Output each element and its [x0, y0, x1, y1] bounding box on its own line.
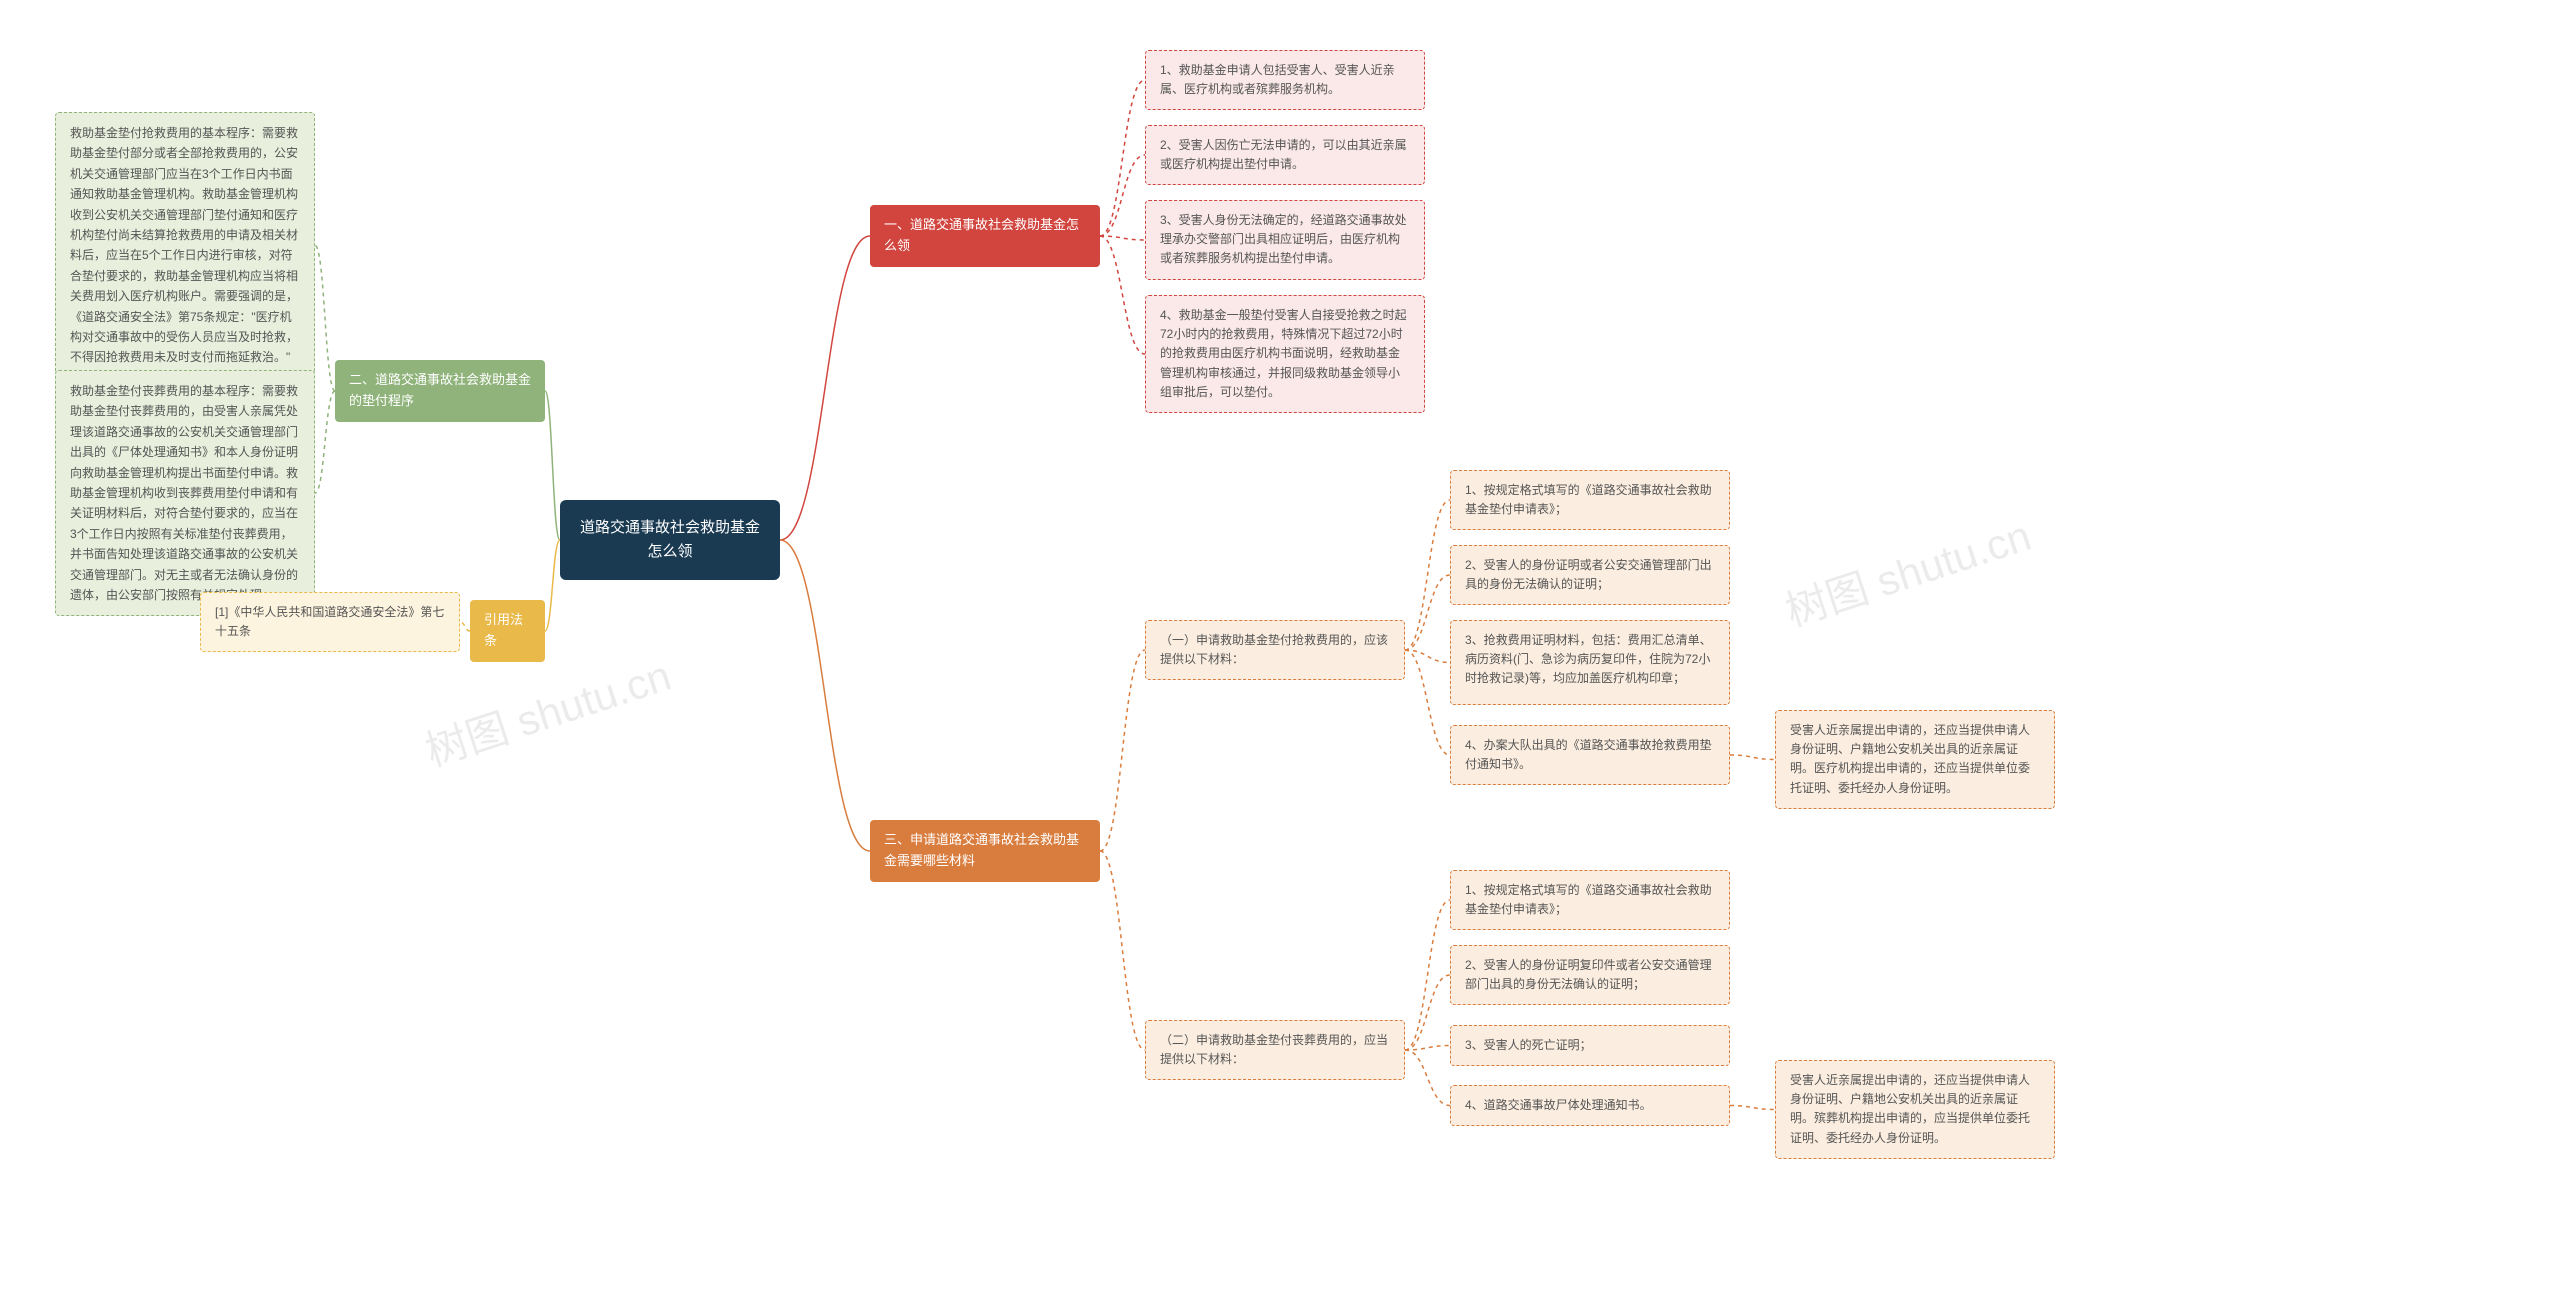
- section-3-a-item-2: 2、受害人的身份证明或者公安交通管理部门出具的身份无法确认的证明；: [1450, 545, 1730, 605]
- section-1-item-1: 1、救助基金申请人包括受害人、受害人近亲属、医疗机构或者殡葬服务机构。: [1145, 50, 1425, 110]
- watermark: 树图 shutu.cn: [1777, 502, 2038, 639]
- root-node: 道路交通事故社会救助基金怎么领: [560, 500, 780, 580]
- section-2-item-2: 救助基金垫付丧葬费用的基本程序：需要救助基金垫付丧葬费用的，由受害人亲属凭处理该…: [55, 370, 315, 616]
- section-3-a-item-3: 3、抢救费用证明材料，包括：费用汇总清单、病历资料(门、急诊为病历复印件，住院为…: [1450, 620, 1730, 705]
- section-2-item-1: 救助基金垫付抢救费用的基本程序：需要救助基金垫付部分或者全部抢救费用的，公安机关…: [55, 112, 315, 379]
- section-3-b-item-4-extra: 受害人近亲属提出申请的，还应当提供申请人身份证明、户籍地公安机关出具的近亲属证明…: [1775, 1060, 2055, 1159]
- section-2-title: 二、道路交通事故社会救助基金的垫付程序: [335, 360, 545, 422]
- section-3-a-item-4: 4、办案大队出具的《道路交通事故抢救费用垫付通知书》。: [1450, 725, 1730, 785]
- section-3-branch-a: （一）申请救助基金垫付抢救费用的，应该提供以下材料：: [1145, 620, 1405, 680]
- section-3-a-item-1: 1、按规定格式填写的《道路交通事故社会救助基金垫付申请表》；: [1450, 470, 1730, 530]
- section-3-b-item-3: 3、受害人的死亡证明；: [1450, 1025, 1730, 1066]
- law-ref-item-1: [1]《中华人民共和国道路交通安全法》第七十五条: [200, 592, 460, 652]
- law-ref-title: 引用法条: [470, 600, 545, 662]
- section-3-b-item-4: 4、道路交通事故尸体处理通知书。: [1450, 1085, 1730, 1126]
- section-3-branch-b: （二）申请救助基金垫付丧葬费用的，应当提供以下材料：: [1145, 1020, 1405, 1080]
- section-3-b-item-2: 2、受害人的身份证明复印件或者公安交通管理部门出具的身份无法确认的证明；: [1450, 945, 1730, 1005]
- watermark: 树图 shutu.cn: [417, 642, 678, 779]
- section-1-item-4: 4、救助基金一般垫付受害人自接受抢救之时起72小时内的抢救费用，特殊情况下超过7…: [1145, 295, 1425, 413]
- section-3-b-item-1: 1、按规定格式填写的《道路交通事故社会救助基金垫付申请表》；: [1450, 870, 1730, 930]
- section-1-item-3: 3、受害人身份无法确定的，经道路交通事故处理承办交警部门出具相应证明后，由医疗机…: [1145, 200, 1425, 280]
- section-3-title: 三、申请道路交通事故社会救助基金需要哪些材料: [870, 820, 1100, 882]
- section-3-a-item-4-extra: 受害人近亲属提出申请的，还应当提供申请人身份证明、户籍地公安机关出具的近亲属证明…: [1775, 710, 2055, 809]
- section-1-item-2: 2、受害人因伤亡无法申请的，可以由其近亲属或医疗机构提出垫付申请。: [1145, 125, 1425, 185]
- section-1-title: 一、道路交通事故社会救助基金怎么领: [870, 205, 1100, 267]
